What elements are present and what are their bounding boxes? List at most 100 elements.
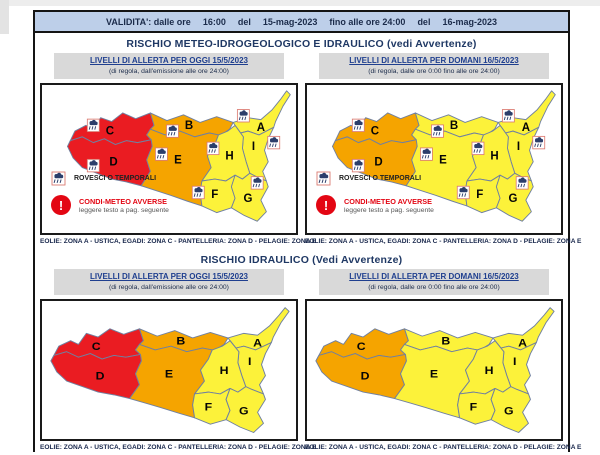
storm-icon bbox=[51, 171, 66, 186]
zone-label: H bbox=[490, 149, 498, 162]
validity-part: fino alle ore 24:00 bbox=[329, 16, 406, 27]
panel-header-title: LIVELLI DI ALLERTA PER OGGI 15/5/2023 bbox=[90, 272, 248, 281]
storm-icon bbox=[51, 171, 66, 186]
zone-label: C bbox=[106, 124, 115, 137]
storm-icon bbox=[431, 124, 444, 138]
panel-idraulico-domani: LIVELLI DI ALLERTA PER DOMANI 16/5/2023 … bbox=[305, 269, 582, 455]
panel-header-subtitle: (di regola, dalle ore 0:00 fino alle ore… bbox=[368, 284, 500, 291]
zone-label: F bbox=[476, 188, 483, 201]
zone-label: D bbox=[96, 369, 105, 383]
zone-label: H bbox=[225, 149, 233, 162]
zone-label: E bbox=[430, 367, 438, 381]
storm-icon bbox=[86, 118, 100, 133]
zone-label: B bbox=[185, 119, 193, 132]
zone-label: A bbox=[257, 121, 266, 134]
storm-icon bbox=[191, 185, 205, 200]
validity-bar: VALIDITA': dalle ore 16:00 del 15-mag-2023 f… bbox=[35, 12, 568, 33]
window-edge-left bbox=[0, 0, 9, 34]
zone-label: D bbox=[109, 155, 117, 168]
zone-label: I bbox=[517, 140, 520, 153]
section-title-idraulico: RISCHIO IDRAULICO (Vedi Avvertenze) bbox=[200, 254, 403, 266]
warning-subtitle: leggere testo a pag. seguente bbox=[79, 206, 169, 214]
zone-label: I bbox=[248, 354, 251, 368]
islands-caption: EOLIE: ZONA A - USTICA, EGADI: ZONA C - … bbox=[305, 238, 582, 245]
zone-label: B bbox=[176, 334, 185, 348]
warning-title: CONDI-METEO AVVERSE bbox=[344, 196, 432, 206]
panel-header-domani: LIVELLI DI ALLERTA PER DOMANI 16/5/2023 … bbox=[319, 269, 549, 295]
zone-label: C bbox=[357, 339, 366, 353]
zone-label: C bbox=[371, 124, 380, 137]
zone-label: H bbox=[485, 363, 494, 377]
storm-icon bbox=[316, 171, 331, 186]
zone-label: A bbox=[518, 336, 527, 350]
section-title-meteo: RISCHIO METEO-IDROGEOLOGICO E IDRAULICO … bbox=[126, 38, 477, 50]
map-meteo-domani: A B C D E F G H I ROVESCI O TEMPORALI ! CONDI-ME… bbox=[305, 83, 563, 235]
zone-label: A bbox=[253, 336, 262, 350]
zone-label: B bbox=[450, 119, 458, 132]
zone-label: G bbox=[239, 404, 249, 418]
legend-label: ROVESCI O TEMPORALI bbox=[339, 175, 422, 182]
panel-idraulico-oggi: LIVELLI DI ALLERTA PER OGGI 15/5/2023 (d… bbox=[40, 269, 317, 455]
zone-label: G bbox=[508, 192, 517, 205]
storm-icon bbox=[155, 147, 168, 161]
panel-header-domani: LIVELLI DI ALLERTA PER DOMANI 16/5/2023 … bbox=[319, 53, 549, 79]
map-idraulico-domani: A B C D E F G H I bbox=[305, 299, 563, 441]
islands-caption: EOLIE: ZONA A - USTICA, EGADI: ZONA C - … bbox=[305, 444, 582, 451]
map-meteo-oggi: A B C D E F G H I ROVESCI O TEMPORALI ! CONDI-ME… bbox=[40, 83, 298, 235]
zone-label: I bbox=[252, 140, 255, 153]
storm-icon bbox=[456, 185, 470, 200]
storm-icon bbox=[86, 158, 100, 173]
storm-icon bbox=[351, 158, 365, 173]
zone-G bbox=[490, 386, 531, 433]
panel-header-title: LIVELLI DI ALLERTA PER OGGI 15/5/2023 bbox=[90, 56, 248, 65]
storm-icon bbox=[420, 147, 433, 161]
panel-header-subtitle: (di regola, dall'emissione alle ore 24:0… bbox=[109, 68, 229, 75]
map-legend: ROVESCI O TEMPORALI ! CONDI-METEO AVVERS… bbox=[51, 171, 169, 215]
validity-part: del bbox=[237, 16, 251, 27]
panel-meteo-domani: LIVELLI DI ALLERTA PER DOMANI 16/5/2023 … bbox=[305, 53, 582, 249]
panel-header-title: LIVELLI DI ALLERTA PER DOMANI 16/5/2023 bbox=[349, 56, 519, 65]
legend-label: ROVESCI O TEMPORALI bbox=[74, 175, 157, 182]
bulletin-page: VALIDITA': dalle ore 16:00 del 15-mag-2023 f… bbox=[33, 10, 582, 455]
panel-meteo-oggi: LIVELLI DI ALLERTA PER OGGI 15/5/2023 (d… bbox=[40, 53, 317, 249]
panel-header-subtitle: (di regola, dalle ore 0:00 fino alle ore… bbox=[368, 68, 500, 75]
zone-label: G bbox=[243, 192, 252, 205]
meteo-row: LIVELLI DI ALLERTA PER OGGI 15/5/2023 (d… bbox=[35, 53, 582, 249]
storm-icon bbox=[250, 176, 264, 190]
validity-part: 15-mag-2023 bbox=[262, 16, 318, 27]
storm-icon bbox=[501, 109, 515, 123]
panel-header-oggi: LIVELLI DI ALLERTA PER OGGI 15/5/2023 (d… bbox=[54, 269, 284, 295]
window-edge-top bbox=[0, 0, 600, 6]
zone-label: C bbox=[92, 339, 101, 353]
validity-part: 16:00 bbox=[202, 16, 226, 27]
validity-part: del bbox=[417, 16, 431, 27]
islands-caption: EOLIE: ZONA A - USTICA, EGADI: ZONA C - … bbox=[40, 238, 317, 245]
storm-icon bbox=[236, 109, 250, 123]
islands-caption: EOLIE: ZONA A - USTICA, EGADI: ZONA C - … bbox=[40, 444, 317, 451]
map-legend: ROVESCI O TEMPORALI ! CONDI-METEO AVVERS… bbox=[316, 171, 434, 215]
storm-icon bbox=[267, 135, 281, 150]
storm-icon bbox=[206, 141, 220, 156]
zone-G bbox=[225, 386, 266, 433]
zone-label: D bbox=[361, 369, 370, 383]
validity-part: 16-mag-2023 bbox=[442, 16, 497, 27]
zone-label: D bbox=[374, 155, 382, 168]
warning-title: CONDI-METEO AVVERSE bbox=[79, 196, 167, 206]
zone-label: B bbox=[441, 334, 450, 348]
zone-label: E bbox=[174, 153, 182, 166]
storm-icon bbox=[351, 118, 365, 133]
zone-label: E bbox=[439, 153, 447, 166]
storm-icon bbox=[316, 171, 331, 186]
zone-label: F bbox=[205, 400, 213, 414]
zone-label: F bbox=[470, 400, 478, 414]
validity-part: VALIDITA': dalle ore bbox=[105, 16, 191, 27]
panel-header-subtitle: (di regola, dall'emissione alle ore 24:0… bbox=[109, 284, 229, 291]
storm-icon bbox=[471, 141, 485, 156]
idraulico-row: LIVELLI DI ALLERTA PER OGGI 15/5/2023 (d… bbox=[35, 269, 582, 455]
panel-header-title: LIVELLI DI ALLERTA PER DOMANI 16/5/2023 bbox=[349, 272, 519, 281]
panel-header-oggi: LIVELLI DI ALLERTA PER OGGI 15/5/2023 (d… bbox=[54, 53, 284, 79]
zone-label: A bbox=[522, 121, 531, 134]
zone-label: F bbox=[211, 188, 218, 201]
warning-icon: ! bbox=[316, 195, 336, 215]
storm-icon bbox=[166, 124, 179, 138]
